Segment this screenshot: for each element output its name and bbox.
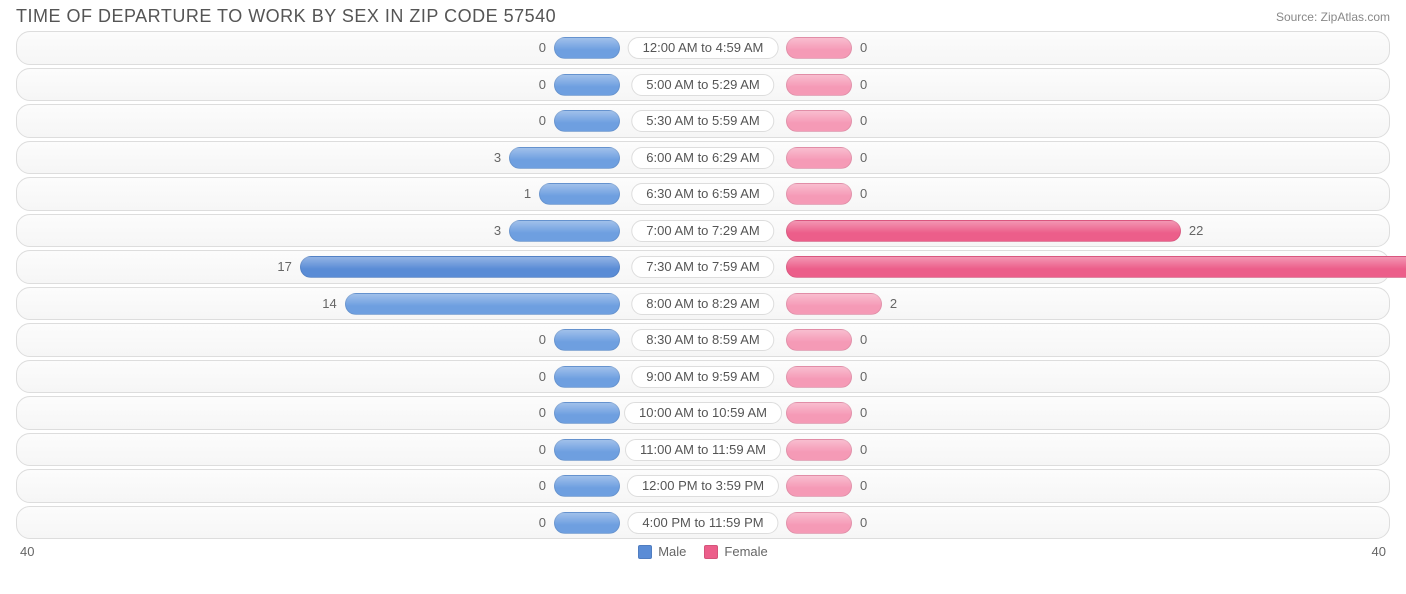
bar-female (786, 37, 852, 59)
value-male: 0 (533, 470, 552, 502)
row-label: 9:00 AM to 9:59 AM (631, 366, 774, 388)
value-female: 22 (1183, 215, 1209, 247)
value-female: 0 (854, 32, 873, 64)
chart-row: 0 0 11:00 AM to 11:59 AM (16, 433, 1390, 467)
bar-female (786, 220, 1181, 242)
axis-max-left: 40 (20, 544, 34, 559)
bar-male (554, 366, 620, 388)
legend-swatch-male (638, 545, 652, 559)
chart-row: 1 0 6:30 AM to 6:59 AM (16, 177, 1390, 211)
legend-item-male: Male (638, 544, 686, 559)
legend-label-male: Male (658, 544, 686, 559)
bar-female (786, 74, 852, 96)
value-female: 0 (854, 178, 873, 210)
bar-male (554, 512, 620, 534)
chart-source: Source: ZipAtlas.com (1276, 10, 1390, 24)
value-male: 0 (533, 361, 552, 393)
row-label: 8:00 AM to 8:29 AM (631, 293, 774, 315)
value-male: 0 (533, 324, 552, 356)
chart-row: 0 0 4:00 PM to 11:59 PM (16, 506, 1390, 540)
value-male: 0 (533, 105, 552, 137)
bar-female (786, 293, 882, 315)
bar-male (300, 256, 620, 278)
bar-female (786, 183, 852, 205)
bar-male (554, 329, 620, 351)
bar-male (554, 402, 620, 424)
chart-row: 17397:30 AM to 7:59 AM (16, 250, 1390, 284)
bar-female (786, 402, 852, 424)
value-male: 1 (518, 178, 537, 210)
bar-female (786, 329, 852, 351)
bar-male (539, 183, 620, 205)
bar-female (786, 366, 852, 388)
chart-row: 3 0 6:00 AM to 6:29 AM (16, 141, 1390, 175)
value-female: 0 (854, 397, 873, 429)
chart-row: 14 2 8:00 AM to 8:29 AM (16, 287, 1390, 321)
bar-male (509, 147, 620, 169)
value-female: 0 (854, 324, 873, 356)
value-female: 0 (854, 361, 873, 393)
row-label: 5:00 AM to 5:29 AM (631, 74, 774, 96)
value-male: 0 (533, 69, 552, 101)
bar-male (554, 475, 620, 497)
value-male: 0 (533, 507, 552, 539)
bar-male (345, 293, 620, 315)
row-label: 7:00 AM to 7:29 AM (631, 220, 774, 242)
chart-row: 0 0 5:00 AM to 5:29 AM (16, 68, 1390, 102)
chart-row: 0 0 8:30 AM to 8:59 AM (16, 323, 1390, 357)
value-female: 2 (884, 288, 903, 320)
chart-footer: 40 Male Female 40 (0, 542, 1406, 559)
legend-label-female: Female (724, 544, 767, 559)
value-male: 0 (533, 434, 552, 466)
chart-row: 3 22 7:00 AM to 7:29 AM (16, 214, 1390, 248)
legend-swatch-female (704, 545, 718, 559)
value-male: 0 (533, 397, 552, 429)
row-label: 8:30 AM to 8:59 AM (631, 329, 774, 351)
row-label: 12:00 AM to 4:59 AM (628, 37, 779, 59)
value-male: 3 (488, 215, 507, 247)
chart-row: 0 0 5:30 AM to 5:59 AM (16, 104, 1390, 138)
chart-row: 0 0 10:00 AM to 10:59 AM (16, 396, 1390, 430)
value-female: 0 (854, 142, 873, 174)
bar-female (786, 110, 852, 132)
value-male: 0 (533, 32, 552, 64)
row-label: 12:00 PM to 3:59 PM (627, 475, 779, 497)
chart-title: TIME OF DEPARTURE TO WORK BY SEX IN ZIP … (16, 6, 556, 27)
bar-female (786, 439, 852, 461)
row-label: 5:30 AM to 5:59 AM (631, 110, 774, 132)
row-label: 4:00 PM to 11:59 PM (627, 512, 778, 534)
axis-max-right: 40 (1372, 544, 1386, 559)
bar-male (554, 74, 620, 96)
chart-row: 0 0 12:00 AM to 4:59 AM (16, 31, 1390, 65)
row-label: 7:30 AM to 7:59 AM (631, 256, 774, 278)
row-label: 10:00 AM to 10:59 AM (624, 402, 782, 424)
value-male: 17 (271, 251, 297, 283)
value-female: 0 (854, 105, 873, 137)
chart-area: 0 0 12:00 AM to 4:59 AM 0 0 5:00 AM to 5:29 A… (0, 31, 1406, 539)
bar-male (554, 439, 620, 461)
bar-female (786, 256, 1406, 278)
value-female: 0 (854, 434, 873, 466)
value-female: 0 (854, 507, 873, 539)
chart-header: TIME OF DEPARTURE TO WORK BY SEX IN ZIP … (0, 0, 1406, 31)
legend: Male Female (638, 544, 768, 559)
bar-male (554, 110, 620, 132)
bar-female (786, 512, 852, 534)
bar-male (509, 220, 620, 242)
row-label: 6:00 AM to 6:29 AM (631, 147, 774, 169)
bar-female (786, 147, 852, 169)
row-label: 6:30 AM to 6:59 AM (631, 183, 774, 205)
value-female: 0 (854, 470, 873, 502)
chart-row: 0 0 12:00 PM to 3:59 PM (16, 469, 1390, 503)
row-label: 11:00 AM to 11:59 AM (625, 439, 781, 461)
chart-row: 0 0 9:00 AM to 9:59 AM (16, 360, 1390, 394)
value-male: 14 (316, 288, 342, 320)
bar-female (786, 475, 852, 497)
value-female: 0 (854, 69, 873, 101)
value-male: 3 (488, 142, 507, 174)
bar-male (554, 37, 620, 59)
legend-item-female: Female (704, 544, 767, 559)
